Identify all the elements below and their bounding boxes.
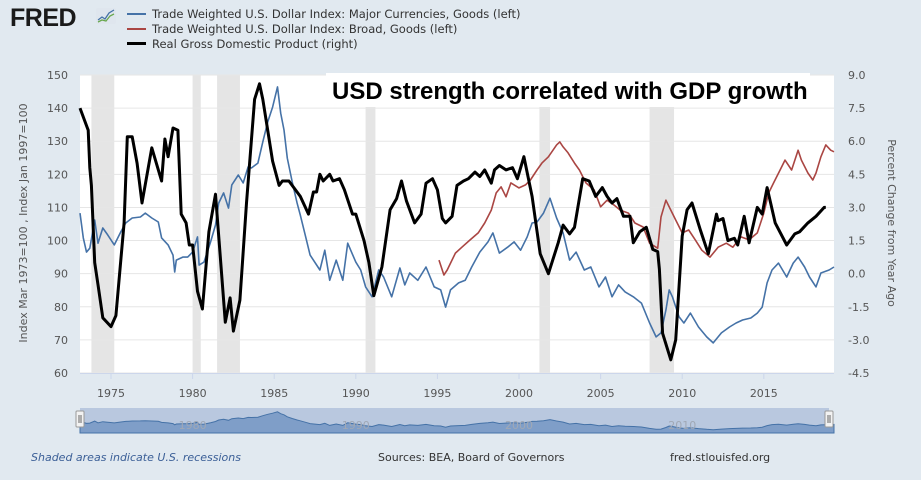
navigator-label: 1990 xyxy=(342,419,370,432)
handle-body[interactable] xyxy=(75,410,85,428)
legend: Trade Weighted U.S. Dollar Index: Major … xyxy=(127,6,521,51)
recession-band xyxy=(365,75,376,373)
x-tick-label: 1980 xyxy=(179,387,207,400)
navigator-handle-right[interactable] xyxy=(824,410,834,428)
navigator-label: 2000 xyxy=(505,419,533,432)
x-tick-label: 2000 xyxy=(505,387,533,400)
legend-swatch xyxy=(127,12,146,15)
right-tick-label: 1.5 xyxy=(848,235,866,248)
legend-item-gdp[interactable]: Real Gross Domestic Product (right) xyxy=(127,36,521,51)
fred-logo[interactable]: FRED xyxy=(10,4,77,32)
handle-body[interactable] xyxy=(824,410,834,428)
x-tick-label: 1985 xyxy=(260,387,288,400)
right-axis-ticks: 9.0 7.5 6.0 4.5 3.0 1.5 0.0 -1.5 -3.0 -4.5 xyxy=(848,69,869,380)
legend-label: Trade Weighted U.S. Dollar Index: Major … xyxy=(152,6,521,21)
right-tick-label: 6.0 xyxy=(848,135,866,148)
legend-label: Trade Weighted U.S. Dollar Index: Broad,… xyxy=(152,21,458,36)
legend-item-broad[interactable]: Trade Weighted U.S. Dollar Index: Broad,… xyxy=(127,21,521,36)
x-tick-label: 2015 xyxy=(750,387,778,400)
left-tick-label: 80 xyxy=(54,301,68,314)
left-tick-label: 90 xyxy=(54,268,68,281)
left-tick-label: 140 xyxy=(47,102,68,115)
x-tick-label: 2010 xyxy=(668,387,696,400)
left-tick-label: 70 xyxy=(54,334,68,347)
right-axis-title: Percent Change from Year Ago xyxy=(885,139,898,307)
chart-title-annotation: USD strength correlated with GDP growth xyxy=(332,78,808,105)
x-tick-label: 1990 xyxy=(342,387,370,400)
right-tick-label: 3.0 xyxy=(848,201,866,214)
right-tick-label: -1.5 xyxy=(848,301,869,314)
navigator-label: 2010 xyxy=(668,419,696,432)
right-tick-label: 9.0 xyxy=(848,69,866,82)
right-tick-label: 0.0 xyxy=(848,268,866,281)
recession-band xyxy=(192,75,201,373)
recession-band xyxy=(217,75,240,373)
series-lines xyxy=(78,82,835,362)
chart-header: FRED Trade Weighted U.S. Dollar Index: M… xyxy=(0,0,921,60)
x-axis-ticks: 1975 1980 1985 1990 1995 2000 2005 2010 2015 xyxy=(80,373,834,400)
right-tick-label: 7.5 xyxy=(848,102,866,115)
right-tick-label: 4.5 xyxy=(848,168,866,181)
site-link[interactable]: fred.stlouisfed.org xyxy=(670,451,771,464)
series-line-major-currencies[interactable] xyxy=(79,86,835,344)
left-tick-label: 60 xyxy=(54,367,68,380)
recession-band xyxy=(91,75,115,373)
navigator-handle-left[interactable] xyxy=(75,410,85,428)
legend-item-major[interactable]: Trade Weighted U.S. Dollar Index: Major … xyxy=(127,6,521,21)
navigator-series xyxy=(79,411,835,434)
left-tick-label: 150 xyxy=(47,69,68,82)
left-tick-label: 130 xyxy=(47,135,68,148)
left-tick-label: 100 xyxy=(47,235,68,248)
annotation-bg xyxy=(326,73,810,107)
range-navigator[interactable]: 1980 1990 2000 2010 xyxy=(75,408,835,434)
recession-note: Shaded areas indicate U.S. recessions xyxy=(31,451,241,464)
recession-band xyxy=(539,75,551,373)
right-tick-label: -4.5 xyxy=(848,367,869,380)
legend-swatch xyxy=(127,27,146,30)
left-tick-label: 110 xyxy=(47,201,68,214)
left-tick-label: 120 xyxy=(47,168,68,181)
sources-text: Sources: BEA, Board of Governors xyxy=(378,451,565,464)
left-axis-ticks: 150 140 130 120 110 100 90 80 70 60 xyxy=(47,69,68,380)
navigator-label: 1980 xyxy=(179,419,207,432)
left-axis-title: Index Mar 1973=100 , Index Jan 1997=100 xyxy=(17,103,30,342)
right-tick-label: -3.0 xyxy=(848,334,869,347)
series-line-real-gdp[interactable] xyxy=(78,82,826,362)
legend-swatch xyxy=(127,42,146,45)
x-tick-label: 2005 xyxy=(587,387,615,400)
x-tick-label: 1995 xyxy=(423,387,451,400)
legend-label: Real Gross Domestic Product (right) xyxy=(152,36,358,51)
plot-background xyxy=(80,75,834,373)
series-line-broad[interactable] xyxy=(438,141,835,276)
x-tick-label: 1975 xyxy=(97,387,125,400)
chart-line-icon xyxy=(96,8,116,24)
chart-area: 150 140 130 120 110 100 90 80 70 60 9.0 7.5 6.0 4.5 3… xyxy=(17,69,898,434)
